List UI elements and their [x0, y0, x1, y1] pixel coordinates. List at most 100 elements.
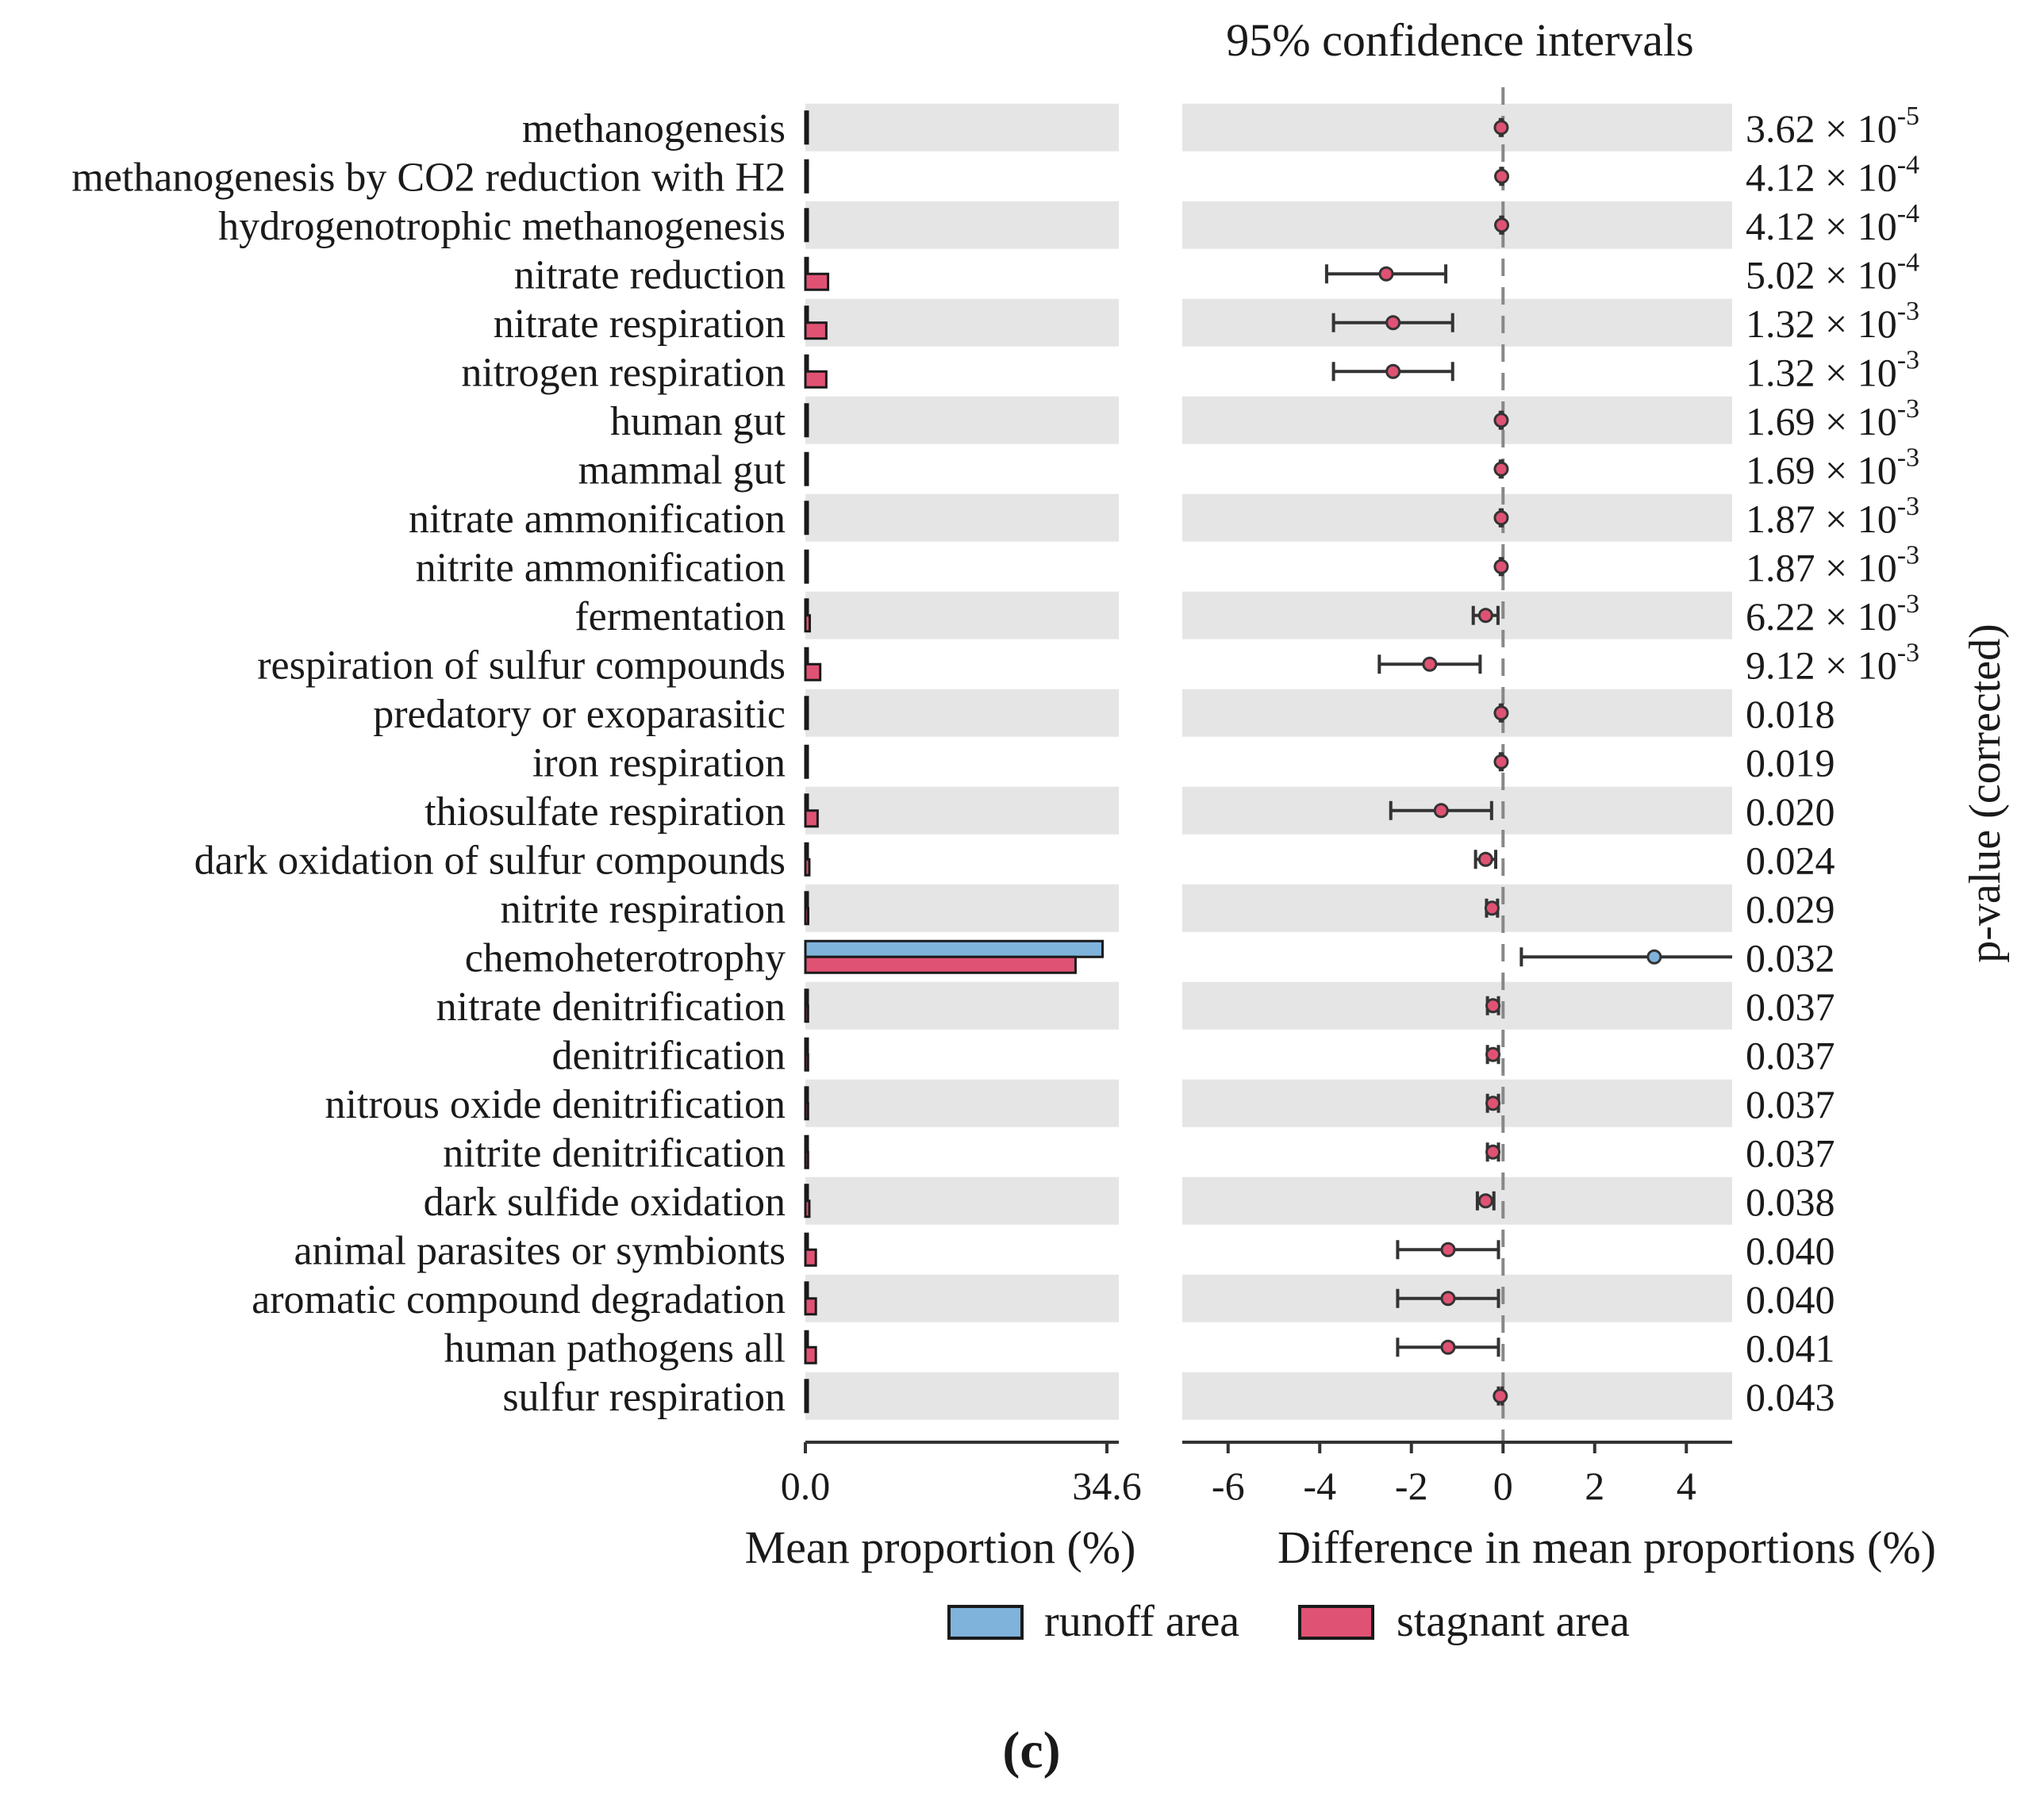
category-label: dark sulfide oxidation [424, 1180, 786, 1225]
panel-label: (c) [1002, 1721, 1060, 1779]
p-value: 0.019 [1746, 740, 1835, 785]
ci-point [1485, 1144, 1501, 1160]
category-label: nitrate ammonification [409, 497, 786, 542]
row-stripe-left [805, 884, 1119, 932]
category-label: mammal gut [578, 447, 786, 493]
bar-runoff [804, 647, 809, 666]
row-stripe-right [1182, 884, 1732, 932]
bar-runoff [804, 549, 809, 568]
ci-point [1440, 1291, 1456, 1307]
row-stripe-right [1182, 1079, 1732, 1127]
legend-label-runoff: runoff area [1044, 1597, 1239, 1646]
p-value: 3.62 × 10-5 [1746, 102, 1919, 151]
ci-point [1385, 315, 1401, 331]
p-value-axis-title: p-value (corrected) [1961, 624, 2010, 963]
ci-point [1477, 851, 1493, 867]
bar-runoff [804, 1232, 809, 1251]
ci-point [1493, 120, 1509, 136]
row-stripe-right [1182, 591, 1732, 639]
row-stripe-left [805, 1176, 1119, 1225]
ci-point [1493, 413, 1509, 428]
p-value: 0.032 [1746, 935, 1835, 980]
left-tick-label: 34.6 [1072, 1464, 1142, 1508]
p-value: 0.024 [1746, 838, 1835, 882]
bar-stagnant [804, 858, 811, 877]
bar-stagnant [804, 907, 810, 926]
row-stripe-right [1182, 981, 1732, 1030]
bar-stagnant [804, 955, 1077, 974]
bar-stagnant [804, 662, 822, 681]
row-stripe-left [805, 591, 1119, 639]
bar-runoff [804, 256, 809, 275]
p-value: 4.12 × 10-4 [1746, 150, 1919, 199]
p-value: 0.040 [1746, 1277, 1835, 1322]
bar-runoff [804, 1037, 809, 1056]
bar-runoff [804, 891, 809, 910]
ci-point [1485, 998, 1501, 1014]
bar-runoff [804, 1330, 809, 1349]
ci-point [1477, 608, 1493, 624]
bar-runoff [804, 403, 809, 422]
bar-runoff [804, 1184, 809, 1203]
bar-stagnant [804, 370, 828, 389]
bar-stagnant [804, 126, 809, 145]
row-stripe-left [805, 786, 1119, 835]
p-value: 0.037 [1746, 1130, 1835, 1175]
category-label: methanogenesis [522, 106, 786, 152]
ci-point [1485, 1096, 1501, 1111]
p-value: 0.029 [1746, 887, 1835, 931]
bar-stagnant [804, 1345, 817, 1364]
bar-stagnant [804, 1199, 811, 1219]
p-value: 5.02 × 10-4 [1746, 248, 1919, 297]
row-stripe-left [805, 298, 1119, 347]
bar-stagnant [804, 1297, 817, 1316]
category-label: thiosulfate respiration [425, 789, 786, 835]
row-stripes [805, 103, 1732, 1420]
category-label: sulfur respiration [502, 1375, 786, 1420]
ci-point [1494, 168, 1510, 184]
row-stripe-right [1182, 298, 1732, 347]
p-value: 0.018 [1746, 692, 1835, 736]
p-value: 0.037 [1746, 1082, 1835, 1126]
category-label: nitrous oxide denitrification [325, 1082, 786, 1127]
bar-stagnant [804, 1248, 817, 1267]
bar-stagnant [804, 1102, 809, 1121]
right-tick-label: -2 [1395, 1464, 1428, 1508]
bar-runoff [804, 354, 809, 373]
category-label: hydrogenotrophic methanogenesis [218, 204, 786, 249]
bar-stagnant [804, 809, 819, 828]
p-value: 1.69 × 10-3 [1746, 443, 1919, 492]
legend: runoff area stagnant area [947, 1597, 1630, 1646]
bar-stagnant [804, 760, 809, 779]
p-value: 4.12 × 10-4 [1746, 199, 1919, 248]
ci-point [1477, 1193, 1493, 1209]
bar-stagnant [804, 467, 809, 486]
ci-point [1493, 1388, 1508, 1404]
bar-runoff [804, 842, 809, 861]
row-stripe-left [805, 981, 1119, 1030]
bar-stagnant [804, 272, 830, 291]
legend-label-stagnant: stagnant area [1397, 1597, 1630, 1646]
bar-runoff [804, 1134, 809, 1153]
p-value: 0.020 [1746, 789, 1835, 834]
bar-stagnant [804, 516, 809, 535]
category-label: denitrification [551, 1033, 786, 1078]
right-tick-label: -6 [1212, 1464, 1245, 1508]
bar-stagnant [804, 419, 809, 438]
category-label: nitrite denitrification [443, 1130, 786, 1176]
bar-stagnant [804, 321, 828, 340]
row-stripe-left [805, 201, 1119, 249]
category-label: methanogenesis by CO2 reduction with H2 [71, 155, 786, 200]
right-tick-label: 2 [1585, 1464, 1604, 1508]
bar-runoff [804, 1379, 809, 1398]
left-tick-label: 0.0 [781, 1464, 831, 1508]
bar-runoff [804, 793, 809, 812]
ci-point [1440, 1242, 1456, 1257]
row-stripe-left [805, 1079, 1119, 1127]
bar-runoff [804, 988, 809, 1007]
category-label: nitrate reduction [514, 252, 786, 297]
left-axis-title: Mean proportion (%) [745, 1522, 1136, 1573]
right-tick-label: 4 [1677, 1464, 1696, 1508]
category-label: human pathogens all [444, 1326, 786, 1371]
